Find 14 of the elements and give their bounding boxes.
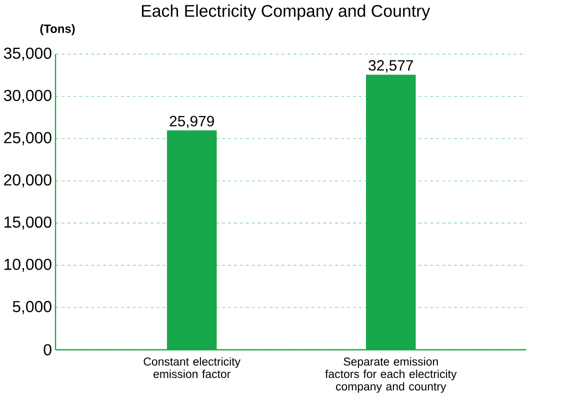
y-tick-label: 30,000 — [4, 90, 52, 103]
x-tick-label: Separate emission factors for each electricity company and country — [325, 357, 457, 393]
data-label: 25,979 — [170, 116, 214, 128]
y-tick-label: 15,000 — [4, 216, 52, 230]
data-label: 32,577 — [368, 60, 413, 72]
y-tick-label: 25,000 — [4, 132, 52, 146]
x-tick-label: Constant electricity emission factor — [144, 357, 240, 378]
y-tick-label: 35,000 — [4, 48, 52, 61]
y-tick-label: 10,000 — [4, 258, 52, 272]
y-tick-label: 20,000 — [4, 174, 52, 188]
y-tick-label: 5,000 — [12, 300, 52, 314]
y-tick-label: 0 — [44, 344, 52, 356]
chart-title: Each Electricity Company and Country — [142, 4, 430, 20]
y-axis-title: (Tons) — [40, 24, 75, 36]
